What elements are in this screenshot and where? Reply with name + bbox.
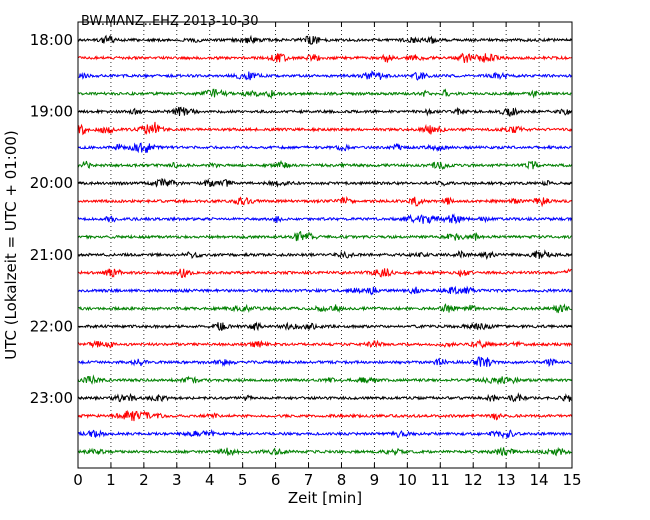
seismogram-trace <box>77 392 572 403</box>
seismogram-trace <box>77 195 572 208</box>
grid-lines <box>110 22 540 468</box>
seismogram-trace <box>77 142 572 154</box>
y-axis-label: UTC (Lokalzeit = UTC + 01:00) <box>2 130 20 360</box>
y-tick-label: 20:00 <box>30 174 73 192</box>
seismogram-trace <box>77 321 572 332</box>
seismogram-trace <box>77 159 572 171</box>
x-tick-label: 12 <box>464 471 483 489</box>
x-tick-label: 2 <box>139 471 149 489</box>
seismogram-trace <box>77 52 572 64</box>
seismogram-trace <box>77 285 572 296</box>
x-tick-label: 15 <box>562 471 581 489</box>
seismogram-trace <box>77 230 572 242</box>
seismogram-trace <box>77 446 572 457</box>
trace-group <box>77 34 572 457</box>
x-axis-label: Zeit [min] <box>288 489 362 507</box>
seismogram-trace <box>77 34 572 45</box>
x-tick-label: 10 <box>398 471 417 489</box>
y-tick-label: 19:00 <box>30 103 73 121</box>
seismogram-trace <box>77 106 572 117</box>
x-tick-label: 6 <box>271 471 281 489</box>
x-tick-label: 14 <box>530 471 549 489</box>
seismogram-trace <box>77 339 572 349</box>
x-tick-label: 8 <box>337 471 347 489</box>
x-tick-label: 11 <box>431 471 450 489</box>
plot-frame <box>77 21 573 469</box>
seismogram-trace <box>77 213 572 225</box>
x-tick-label: 7 <box>304 471 314 489</box>
y-tick-label: 22:00 <box>30 317 73 335</box>
seismogram-trace <box>77 121 572 136</box>
seismogram-trace <box>77 303 572 314</box>
x-tick-label: 4 <box>205 471 215 489</box>
seismogram-trace <box>77 249 572 261</box>
x-tick-label: 3 <box>172 471 182 489</box>
seismogram-trace <box>77 268 572 279</box>
seismogram-trace <box>77 177 572 188</box>
seismogram-trace <box>77 356 572 368</box>
seismogram-trace <box>77 70 572 81</box>
x-tick-label: 0 <box>73 471 83 489</box>
y-tick-label: 18:00 <box>30 31 73 49</box>
seismogram-trace <box>77 428 572 440</box>
x-tick-label: 9 <box>370 471 380 489</box>
seismogram-trace <box>77 374 572 386</box>
seismogram-trace <box>77 409 572 422</box>
axis-ticks: 0 1 2 3 4 5 6 7 8 9 10 11 12 13 14 1518:0019:0020:0021:… <box>30 22 582 489</box>
seismogram-trace <box>77 88 572 100</box>
y-tick-label: 23:00 <box>30 389 73 407</box>
y-tick-label: 21:00 <box>30 246 73 264</box>
x-tick-label: 13 <box>497 471 516 489</box>
x-tick-label: 1 <box>106 471 116 489</box>
x-tick-label: 5 <box>238 471 248 489</box>
